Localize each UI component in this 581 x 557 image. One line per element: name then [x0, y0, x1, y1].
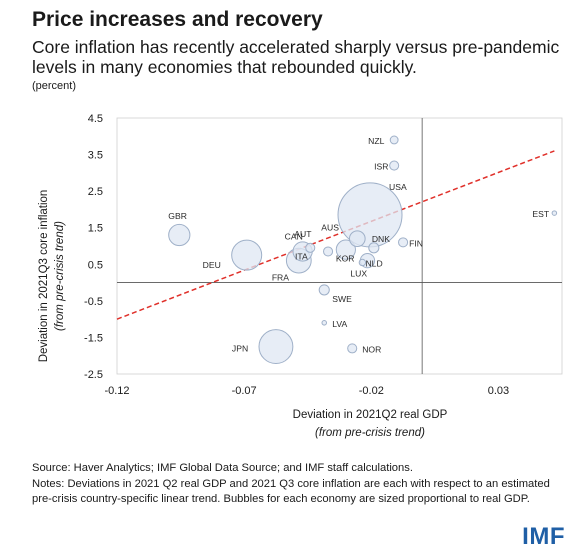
imf-logo: IMF [522, 523, 565, 550]
x-tick-label: -0.12 [104, 385, 129, 397]
trend-line-group [116, 150, 555, 320]
x-axis-label-sub: (from pre-crisis trend) [315, 427, 425, 439]
footer: Source: Haver Analytics; IMF Global Data… [32, 461, 562, 508]
label-deu: DEU [203, 260, 221, 270]
label-nor: NOR [362, 344, 381, 354]
x-axis-label: Deviation in 2021Q2 real GDP [293, 409, 448, 421]
x-tick-label: -0.07 [232, 385, 257, 397]
bubble-nzl [389, 135, 399, 145]
label-isr: ISR [374, 162, 388, 172]
label-fra: FRA [272, 273, 289, 283]
point-labels: USA JPN DEU FRA GBR KOR CAN AUS NLD DNK SWE ISR FIN I… [168, 136, 550, 354]
label-gbr: GBR [168, 211, 187, 221]
y-tick-label: 2.5 [88, 186, 103, 198]
bubble-isr [389, 160, 400, 171]
chart-title: Price increases and recovery [32, 8, 323, 31]
label-kor: KOR [336, 254, 355, 264]
label-jpn: JPN [232, 344, 248, 354]
label-can: CAN [285, 231, 303, 241]
bubble-jpn [258, 329, 294, 365]
label-nld: NLD [365, 259, 382, 269]
source-note: Source: Haver Analytics; IMF Global Data… [32, 462, 413, 474]
label-lux: LUX [350, 268, 367, 278]
bubble-dnk [368, 242, 380, 254]
y-tick-label: 1.5 [88, 223, 103, 235]
y-tick-label: 0.5 [88, 259, 103, 271]
trend-line [116, 150, 555, 320]
scatter-chart: 4.5 3.5 2.5 1.5 0.5 -0.5 -1.5 -2.5-0.12 -0.07 -0.… [38, 113, 563, 439]
axes: 4.5 3.5 2.5 1.5 0.5 -0.5 -1.5 -2.5-0.12 -0.07 -0.… [84, 113, 563, 397]
x-tick-label: -0.02 [359, 385, 384, 397]
bubble-est [551, 210, 558, 216]
label-lva: LVA [332, 319, 347, 329]
bubble-aus [348, 230, 366, 248]
y-tick-label: 3.5 [88, 150, 103, 162]
y-tick-label: -1.5 [84, 332, 103, 344]
bubble-nor [347, 343, 358, 354]
label-aus: AUS [321, 223, 339, 233]
label-swe: SWE [332, 294, 352, 304]
bubble-aut [305, 242, 316, 253]
label-aut: AUT [294, 229, 312, 239]
y-axis-label: Deviation in 2021Q3 core inflation [38, 190, 50, 363]
label-dnk: DNK [372, 234, 390, 244]
bubble-lux [358, 258, 367, 267]
y-axis-label-sub: (from pre-crisis trend) [54, 221, 66, 331]
bubble-swe [318, 284, 330, 296]
notes: Notes: Deviations in 2021 Q2 real GDP an… [32, 477, 550, 506]
y-tick-label: 4.5 [88, 113, 103, 125]
bubble-fin [398, 237, 409, 248]
label-usa: USA [389, 182, 407, 192]
bubble-gbr [168, 223, 191, 247]
label-fin: FIN [409, 238, 423, 248]
bubble-ita [323, 246, 334, 257]
unit-note: (percent) [32, 80, 77, 92]
bubbles [168, 135, 558, 365]
chart-subtitle: Core inflation has recently accelerated … [32, 37, 560, 77]
plot-frame [116, 117, 563, 375]
y-tick-label: -2.5 [84, 369, 103, 381]
bubble-usa [337, 182, 403, 248]
label-nzl: NZL [368, 136, 384, 146]
bubble-lva [321, 320, 328, 326]
y-tick-label: -0.5 [84, 296, 103, 308]
label-est: EST [532, 209, 549, 219]
x-tick-label: 0.03 [488, 385, 509, 397]
bubble-deu [231, 239, 263, 271]
label-ita: ITA [295, 251, 308, 261]
bubble-kor [335, 239, 356, 260]
